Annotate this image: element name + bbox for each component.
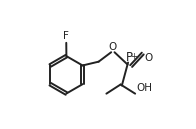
- Text: +: +: [130, 52, 137, 61]
- Text: P: P: [126, 51, 133, 64]
- Text: O: O: [109, 42, 117, 52]
- Text: OH: OH: [137, 83, 153, 93]
- Text: F: F: [63, 31, 69, 41]
- Text: O: O: [144, 53, 152, 63]
